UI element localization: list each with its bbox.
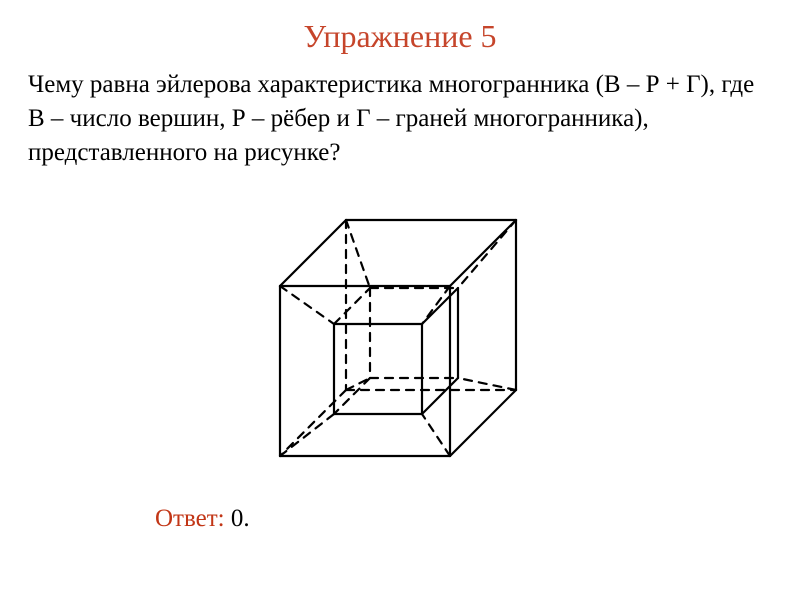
answer-label: Ответ: <box>155 505 225 532</box>
answer-line: Ответ: 0. <box>155 505 250 533</box>
polyhedron-svg <box>270 210 530 470</box>
page-title: Упражнение 5 <box>0 18 800 55</box>
answer-value: 0. <box>231 505 250 532</box>
polyhedron-diagram <box>270 210 530 470</box>
slide: Упражнение 5 Чему равна эйлерова характе… <box>0 0 800 600</box>
question-text: Чему равна эйлерова характеристика много… <box>28 68 772 169</box>
